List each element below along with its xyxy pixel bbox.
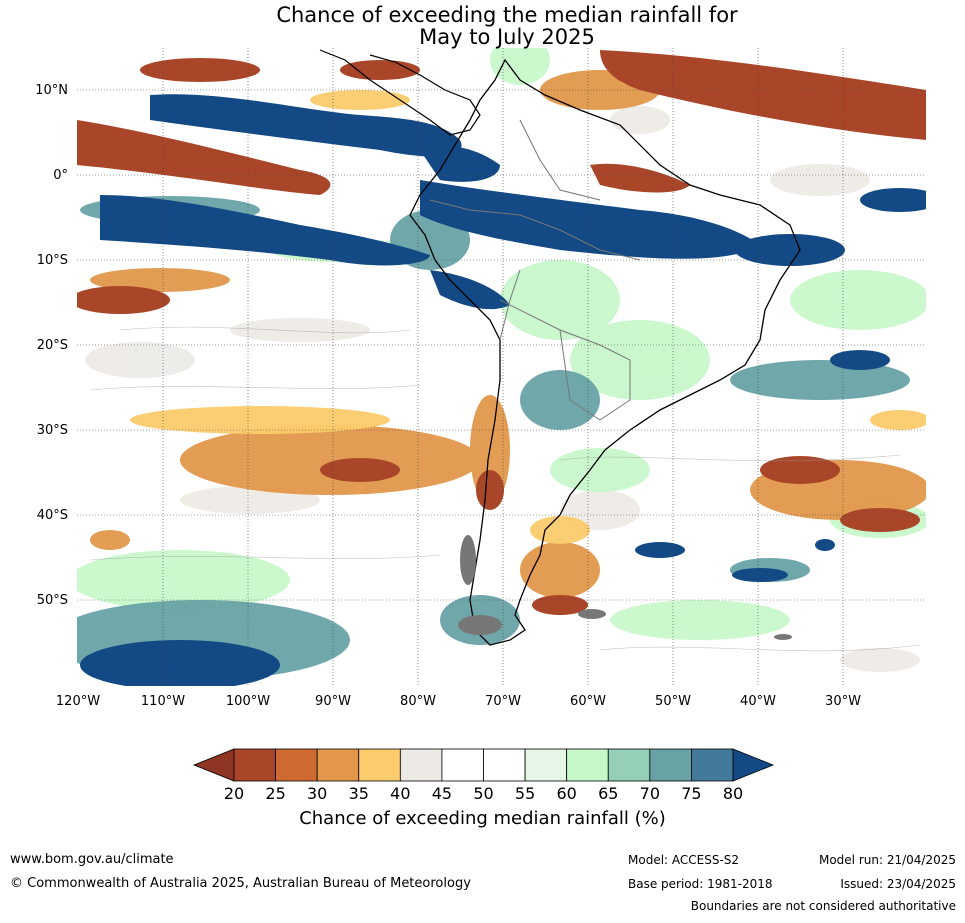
south-america-coastline xyxy=(409,58,801,646)
colorbar-segment xyxy=(649,748,692,782)
colorbar-segment xyxy=(316,748,360,782)
colorbar-segment xyxy=(358,748,401,782)
colorbar-segment xyxy=(275,748,318,782)
colorbar-tick-label: 35 xyxy=(349,784,369,803)
lat-label: 10°S xyxy=(37,253,68,268)
lon-label: 40°W xyxy=(740,694,776,709)
contour-lines xyxy=(89,326,921,652)
base-period-text: Base period: 1981-2018 xyxy=(628,877,773,891)
lon-label: 50°W xyxy=(655,694,691,709)
rainfall-probability-map xyxy=(77,48,926,686)
colorbar-segment xyxy=(691,748,734,782)
lon-label: 90°W xyxy=(315,694,351,709)
lon-label: 80°W xyxy=(400,694,436,709)
lon-label: 60°W xyxy=(570,694,606,709)
colorbar-tick-label: 20 xyxy=(224,784,244,803)
colorbar-tick-label: 80 xyxy=(723,784,743,803)
title-line-1: Chance of exceeding the median rainfall … xyxy=(276,3,738,27)
patagonia-islands xyxy=(458,535,792,640)
lat-label: 0° xyxy=(53,168,68,183)
lon-label: 110°W xyxy=(141,694,185,709)
colorbar-tick-label: 30 xyxy=(307,784,327,803)
gridlines xyxy=(77,48,926,686)
model-run-text: Model run: 21/04/2025 xyxy=(818,853,956,867)
lat-label: 50°S xyxy=(37,593,68,608)
disclaimer-text: Boundaries are not considered authoritat… xyxy=(690,899,956,913)
below-median-strong xyxy=(77,50,926,615)
colorbar-segment xyxy=(233,748,276,782)
title-line-2: May to July 2025 xyxy=(419,25,595,49)
colorbar-segment xyxy=(607,748,651,782)
lon-label: 70°W xyxy=(485,694,521,709)
lat-label: 10°N xyxy=(35,83,68,98)
above-median-light xyxy=(77,48,926,640)
lat-label: 20°S xyxy=(37,338,68,353)
country-boundaries xyxy=(429,119,641,421)
colorbar-tick-label: 25 xyxy=(265,784,285,803)
colorbar-tick-label: 50 xyxy=(473,784,493,803)
colorbar-extend-high xyxy=(732,748,775,782)
colorbar-tick-label: 40 xyxy=(390,784,410,803)
colorbar-tick-label: 45 xyxy=(432,784,452,803)
copyright-text: © Commonwealth of Australia 2025, Austra… xyxy=(10,876,471,891)
colorbar-segment xyxy=(566,748,609,782)
lat-label: 30°S xyxy=(37,423,68,438)
chart-title: Chance of exceeding the median rainfall … xyxy=(0,4,965,48)
latitude-labels: 10°N 0° 10°S 20°S 30°S 40°S 50°S xyxy=(35,83,68,608)
colorbar-label: Chance of exceeding median rainfall (%) xyxy=(299,808,666,829)
longitude-labels: 120°W 110°W 100°W 90°W 80°W 70°W 60°W 50… xyxy=(56,694,861,709)
colorbar-segment xyxy=(524,748,568,782)
lon-label: 120°W xyxy=(56,694,100,709)
colorbar-tick-label: 75 xyxy=(681,784,701,803)
colorbar-extend-low xyxy=(192,748,235,782)
colorbar: 20 25 30 35 40 45 50 55 60 65 70 75 80 xyxy=(192,748,775,803)
colorbar-segment xyxy=(441,748,484,782)
colorbar-tick-label: 70 xyxy=(640,784,660,803)
model-text: Model: ACCESS-S2 xyxy=(628,853,740,867)
lat-label: 40°S xyxy=(37,508,68,523)
colorbar-segment xyxy=(483,748,526,782)
colorbar-tick-label: 55 xyxy=(515,784,535,803)
colorbar-tick-label: 60 xyxy=(556,784,576,803)
central-america-coastline xyxy=(319,49,481,136)
colorbar-segment xyxy=(399,748,443,782)
above-median-strong xyxy=(80,94,926,686)
lon-label: 30°W xyxy=(825,694,861,709)
website-link[interactable]: www.bom.gov.au/climate xyxy=(10,852,174,867)
issued-text: Issued: 23/04/2025 xyxy=(840,877,956,891)
neutral-areas xyxy=(85,106,920,672)
colorbar-tick-label: 65 xyxy=(598,784,618,803)
lon-label: 100°W xyxy=(226,694,270,709)
